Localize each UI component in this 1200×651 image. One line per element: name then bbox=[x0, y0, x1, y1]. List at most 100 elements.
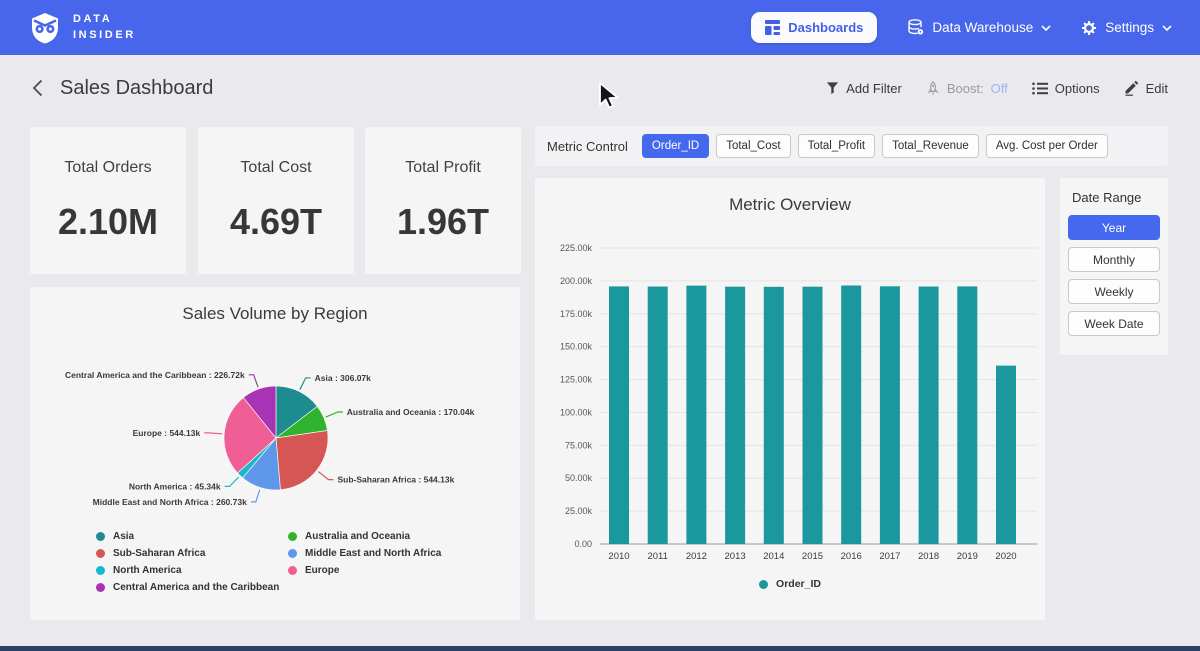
bar-2015[interactable] bbox=[803, 287, 823, 544]
options-label: Options bbox=[1055, 81, 1100, 96]
edit-button[interactable]: Edit bbox=[1124, 80, 1168, 96]
legend-label: Asia bbox=[113, 531, 134, 542]
pie-label-line bbox=[318, 472, 333, 480]
bar-2014[interactable] bbox=[764, 287, 784, 544]
bar-chart-card: Metric Overview 0.0025.00k50.00k75.00k10… bbox=[535, 178, 1045, 620]
x-tick-label: 2016 bbox=[841, 551, 862, 562]
kpi-value: 2.10M bbox=[58, 201, 158, 243]
pie-slice-label: Sub-Saharan Africa : 544.13k bbox=[337, 475, 454, 485]
pencil-icon bbox=[1124, 80, 1139, 96]
legend-dot bbox=[288, 566, 297, 575]
metric-control-bar: Metric Control Order_IDTotal_CostTotal_P… bbox=[535, 126, 1168, 166]
dashboards-label: Dashboards bbox=[788, 20, 863, 35]
filter-icon bbox=[826, 81, 839, 95]
x-tick-label: 2019 bbox=[957, 551, 978, 562]
legend-label: Australia and Oceania bbox=[305, 531, 410, 542]
pie-label-line bbox=[204, 433, 222, 434]
dashboards-button[interactable]: Dashboards bbox=[751, 12, 877, 43]
legend-dot bbox=[96, 532, 105, 541]
brand-line-1: DATA bbox=[73, 12, 136, 28]
y-tick-label: 150.00k bbox=[560, 342, 593, 352]
bar-2019[interactable] bbox=[957, 286, 977, 544]
brand-line-2: INSIDER bbox=[73, 28, 136, 44]
add-filter-label: Add Filter bbox=[846, 81, 902, 96]
boost-label: Boost: bbox=[947, 81, 984, 96]
chevron-down-icon bbox=[1041, 25, 1051, 31]
pie-label-line bbox=[251, 489, 260, 501]
x-tick-label: 2015 bbox=[802, 551, 823, 562]
date-range-option-week-date[interactable]: Week Date bbox=[1068, 311, 1160, 336]
date-range-option-weekly[interactable]: Weekly bbox=[1068, 279, 1160, 304]
dashboard-toolbar: Add Filter Boost: Off Options bbox=[826, 80, 1168, 96]
legend-item-australia-and-oceania: Australia and Oceania bbox=[288, 531, 441, 542]
kpi-value: 1.96T bbox=[397, 201, 489, 243]
pie-legend: Asia Sub-Saharan Africa North America Centr… bbox=[96, 531, 441, 593]
boost-toggle[interactable]: Boost: Off bbox=[926, 81, 1008, 96]
metric-option-total-profit[interactable]: Total_Profit bbox=[798, 134, 876, 158]
x-tick-label: 2014 bbox=[763, 551, 784, 562]
bar-2016[interactable] bbox=[841, 285, 861, 544]
x-tick-label: 2020 bbox=[995, 551, 1016, 562]
date-range-option-year[interactable]: Year bbox=[1068, 215, 1160, 240]
pie-slice-label: Asia : 306.07k bbox=[315, 373, 372, 383]
pie-slice-label: Australia and Oceania : 170.04k bbox=[347, 407, 475, 417]
gear-icon bbox=[1081, 20, 1097, 36]
rocket-icon bbox=[926, 81, 940, 96]
bar-2017[interactable] bbox=[880, 286, 900, 544]
pie-slice-sub-saharan-africa[interactable] bbox=[276, 431, 328, 490]
page-title: Sales Dashboard bbox=[60, 77, 213, 100]
metric-option-order-id[interactable]: Order_ID bbox=[642, 134, 709, 158]
pie-slice-label: Middle East and North Africa : 260.73k bbox=[93, 497, 247, 507]
pie-label-line bbox=[326, 412, 343, 417]
pie-label-line bbox=[225, 477, 239, 486]
legend-item-sub-saharan-africa: Sub-Saharan Africa bbox=[96, 548, 288, 559]
add-filter-button[interactable]: Add Filter bbox=[826, 81, 902, 96]
kpi-card-total-profit: Total Profit 1.96T bbox=[365, 127, 521, 274]
y-tick-label: 225.00k bbox=[560, 243, 593, 253]
y-tick-label: 75.00k bbox=[565, 440, 593, 450]
legend-dot bbox=[96, 583, 105, 592]
kpi-card-total-cost: Total Cost 4.69T bbox=[198, 127, 354, 274]
bar-2020[interactable] bbox=[996, 366, 1016, 544]
legend-item-middle-east-and-north-africa: Middle East and North Africa bbox=[288, 548, 441, 559]
data-warehouse-label: Data Warehouse bbox=[932, 20, 1033, 35]
back-button[interactable] bbox=[32, 79, 43, 97]
top-nav: DATA INSIDER Dashboards bbox=[0, 0, 1200, 55]
dashboard-grid-icon bbox=[765, 20, 780, 35]
pie-slice-label: North America : 45.34k bbox=[129, 481, 221, 491]
pie-label-line bbox=[249, 375, 258, 387]
pie-slice-label: Central America and the Caribbean : 226.… bbox=[65, 370, 245, 380]
bar-legend: Order_ID bbox=[535, 578, 1045, 590]
bar-2011[interactable] bbox=[648, 287, 668, 544]
mouse-cursor bbox=[597, 81, 623, 111]
date-range-option-monthly[interactable]: Monthly bbox=[1068, 247, 1160, 272]
legend-label: Order_ID bbox=[776, 578, 821, 590]
options-button[interactable]: Options bbox=[1032, 81, 1100, 96]
y-tick-label: 175.00k bbox=[560, 309, 593, 319]
y-tick-label: 200.00k bbox=[560, 276, 593, 286]
legend-item-central-america-and-the-caribbean: Central America and the Caribbean bbox=[96, 582, 288, 593]
database-icon bbox=[907, 19, 924, 36]
settings-label: Settings bbox=[1105, 20, 1154, 35]
y-tick-label: 25.00k bbox=[565, 506, 593, 516]
kpi-value: 4.69T bbox=[230, 201, 322, 243]
bar-2013[interactable] bbox=[725, 287, 745, 544]
kpi-label: Total Orders bbox=[64, 159, 151, 177]
legend-dot bbox=[288, 532, 297, 541]
settings-menu[interactable]: Settings bbox=[1081, 20, 1172, 36]
metric-option-total-cost[interactable]: Total_Cost bbox=[716, 134, 790, 158]
metric-options: Order_ID Total_Cost Total_ProfitTotal_Reve… bbox=[642, 134, 1108, 158]
legend-label: Europe bbox=[305, 565, 339, 576]
bar-2012[interactable] bbox=[686, 286, 706, 544]
bar-2018[interactable] bbox=[919, 287, 939, 544]
bar-chart-svg[interactable]: 0.0025.00k50.00k75.00k100.00k125.00k150.… bbox=[535, 178, 1045, 620]
bar-2010[interactable] bbox=[609, 286, 629, 544]
date-range-panel: Date Range YearMonthlyWeeklyWeek Date bbox=[1060, 178, 1168, 355]
metric-option-total-revenue[interactable]: Total_Revenue bbox=[882, 134, 979, 158]
legend-label: North America bbox=[113, 565, 182, 576]
nav-menu: Dashboards Data Warehouse bbox=[751, 12, 1172, 43]
data-warehouse-menu[interactable]: Data Warehouse bbox=[907, 19, 1051, 36]
x-tick-label: 2012 bbox=[686, 551, 707, 562]
y-tick-label: 125.00k bbox=[560, 375, 593, 385]
metric-option-avg-cost-per-order[interactable]: Avg. Cost per Order bbox=[986, 134, 1108, 158]
